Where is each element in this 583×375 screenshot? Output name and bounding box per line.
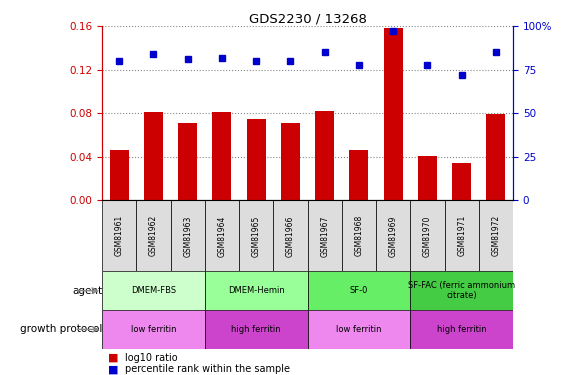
Bar — [273, 200, 308, 272]
Bar — [479, 200, 513, 272]
Text: DMEM-FBS: DMEM-FBS — [131, 286, 176, 295]
Text: GSM81970: GSM81970 — [423, 215, 432, 256]
Bar — [170, 200, 205, 272]
Text: GSM81969: GSM81969 — [389, 215, 398, 256]
Bar — [308, 272, 410, 310]
Text: growth protocol: growth protocol — [20, 324, 102, 334]
Bar — [110, 150, 129, 200]
Text: ■: ■ — [108, 364, 118, 374]
Text: GSM81966: GSM81966 — [286, 215, 295, 256]
Text: SF-0: SF-0 — [350, 286, 368, 295]
Text: DMEM-Hemin: DMEM-Hemin — [228, 286, 285, 295]
Bar — [384, 28, 403, 200]
Bar — [445, 200, 479, 272]
Text: GSM81964: GSM81964 — [217, 215, 226, 256]
Text: GSM81961: GSM81961 — [115, 215, 124, 256]
Text: agent: agent — [72, 286, 102, 296]
Bar — [102, 272, 205, 310]
Bar — [212, 112, 231, 200]
Title: GDS2230 / 13268: GDS2230 / 13268 — [248, 12, 367, 25]
Text: ■: ■ — [108, 353, 118, 363]
Bar — [136, 200, 170, 272]
Bar — [376, 200, 410, 272]
Bar — [247, 119, 266, 200]
Bar — [308, 310, 410, 349]
Bar — [102, 310, 205, 349]
Text: SF-FAC (ferric ammonium
citrate): SF-FAC (ferric ammonium citrate) — [408, 281, 515, 300]
Bar — [410, 272, 513, 310]
Text: low ferritin: low ferritin — [131, 325, 176, 334]
Text: low ferritin: low ferritin — [336, 325, 382, 334]
Text: GSM81962: GSM81962 — [149, 215, 158, 256]
Bar — [205, 200, 239, 272]
Bar — [205, 272, 308, 310]
Text: log10 ratio: log10 ratio — [125, 353, 178, 363]
Text: GSM81972: GSM81972 — [491, 215, 500, 256]
Bar — [205, 310, 308, 349]
Text: high ferritin: high ferritin — [437, 325, 486, 334]
Bar — [144, 112, 163, 200]
Text: high ferritin: high ferritin — [231, 325, 281, 334]
Bar — [452, 164, 471, 200]
Text: GSM81967: GSM81967 — [320, 215, 329, 256]
Text: percentile rank within the sample: percentile rank within the sample — [125, 364, 290, 374]
Bar — [418, 156, 437, 200]
Text: GSM81971: GSM81971 — [457, 215, 466, 256]
Bar — [178, 123, 197, 200]
Bar — [486, 114, 505, 200]
Text: GSM81965: GSM81965 — [252, 215, 261, 256]
Bar — [410, 310, 513, 349]
Bar — [239, 200, 273, 272]
Bar — [102, 200, 136, 272]
Bar — [342, 200, 376, 272]
Bar — [308, 200, 342, 272]
Text: GSM81963: GSM81963 — [183, 215, 192, 256]
Bar — [349, 150, 368, 200]
Bar — [281, 123, 300, 200]
Bar — [410, 200, 445, 272]
Text: GSM81968: GSM81968 — [354, 215, 363, 256]
Bar — [315, 111, 334, 200]
